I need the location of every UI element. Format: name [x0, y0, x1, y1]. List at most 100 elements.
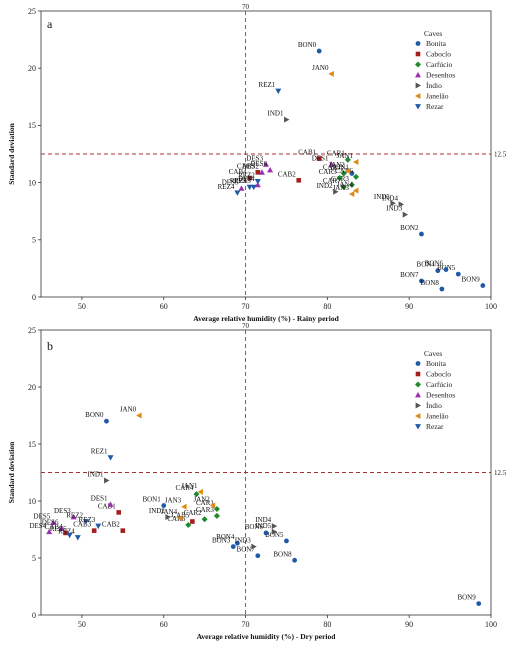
legend-marker [415, 61, 421, 68]
data-point [70, 513, 77, 520]
data-point [185, 521, 192, 528]
data-point [50, 519, 57, 526]
data-point [390, 200, 396, 207]
data-point [439, 286, 445, 292]
data-point [238, 185, 245, 191]
y-tick-label: 20 [28, 383, 36, 392]
legend-entry: Rezar [426, 102, 444, 111]
data-point [190, 519, 195, 524]
data-point [344, 156, 351, 163]
legend-entry: Carfúcio [426, 60, 452, 69]
legend-marker [415, 82, 421, 89]
data-point [336, 175, 343, 182]
point-label: IND3 [386, 205, 402, 213]
point-label: REZ1 [259, 81, 276, 89]
data-point [104, 418, 109, 424]
data-point [104, 477, 110, 484]
data-point [177, 515, 183, 522]
data-point [247, 175, 252, 181]
data-point [201, 516, 208, 523]
data-point [193, 491, 200, 498]
point-label: JAN4 [161, 508, 178, 516]
data-point [275, 88, 282, 95]
legend-marker [415, 371, 421, 377]
legend-entry: Janelão [426, 92, 449, 101]
data-point [120, 528, 126, 533]
legend-marker [415, 402, 421, 409]
legend-entry: Janelão [426, 412, 449, 421]
point-label: CAB4 [45, 523, 63, 531]
point-label: CAR7 [323, 177, 341, 185]
point-label: REZ5 [50, 525, 67, 533]
ref-x-label: 70 [242, 3, 250, 11]
legend-title: Caves [424, 349, 442, 358]
data-point [455, 271, 461, 277]
y-tick-label: 0 [32, 611, 36, 620]
x-tick-label: 60 [160, 302, 168, 311]
point-label: JAN2 [193, 496, 210, 504]
data-point [284, 116, 290, 123]
point-label: DES5 [222, 178, 239, 186]
point-label: DES4 [29, 522, 46, 530]
point-label: IND5 [255, 522, 271, 530]
data-point [263, 161, 269, 167]
panel-a: 0 5 10 15 20 25 50 60 70 80 90 100 Average relative … [7, 3, 507, 323]
series-Caboclo: CAB1 CAB2 CAB3 CAB4 CAB5 [45, 502, 195, 536]
point-label: CAR5 [319, 168, 337, 176]
data-point [419, 231, 424, 237]
data-point [213, 512, 220, 519]
point-label: CAR1 [196, 499, 214, 507]
data-point [254, 181, 261, 188]
legend-marker [415, 104, 421, 110]
data-point [230, 544, 236, 549]
point-label: DES5 [34, 513, 51, 521]
data-point [107, 455, 114, 461]
y-tick-label: 25 [28, 7, 36, 16]
data-point [83, 519, 89, 525]
point-label: CAR6 [167, 515, 185, 523]
point-label: BON5 [265, 531, 284, 539]
data-point [58, 525, 65, 531]
y-axis-label: Standard deviation [7, 441, 16, 503]
legend-marker [415, 93, 421, 99]
y-tick-label: 15 [28, 440, 36, 449]
data-point [419, 278, 424, 284]
x-tick-label: 90 [405, 620, 413, 629]
x-tick-label: 100 [485, 302, 497, 311]
ref-y-label: 12.5 [494, 151, 507, 159]
data-point [165, 513, 171, 520]
point-label: REZ3 [234, 177, 251, 185]
data-point [292, 557, 298, 563]
point-label: CAR3 [196, 506, 214, 514]
x-axis-label: Average relative humidity (%) - Rainy pe… [193, 314, 339, 323]
point-label: BON1 [142, 496, 161, 504]
data-point [271, 528, 278, 535]
y-tick-label: 5 [32, 554, 36, 563]
data-point [435, 268, 441, 274]
point-label: CAR1 [327, 150, 345, 158]
ref-y-label: 12.5 [494, 469, 507, 477]
data-point [95, 523, 102, 530]
point-label: REZ3 [79, 516, 96, 524]
point-label: DES4 [238, 175, 255, 183]
y-axis-label: Standard deviation [7, 122, 16, 184]
data-point [296, 178, 302, 183]
point-label: BON6 [425, 260, 444, 268]
point-label: BON6 [245, 523, 264, 531]
point-label: DES6 [250, 160, 267, 168]
x-tick-label: 90 [405, 302, 413, 311]
data-point [398, 201, 404, 208]
point-label: JAN1 [181, 482, 198, 490]
data-point [480, 283, 486, 288]
data-point [340, 170, 347, 177]
data-point [63, 530, 68, 536]
data-point [161, 503, 167, 508]
